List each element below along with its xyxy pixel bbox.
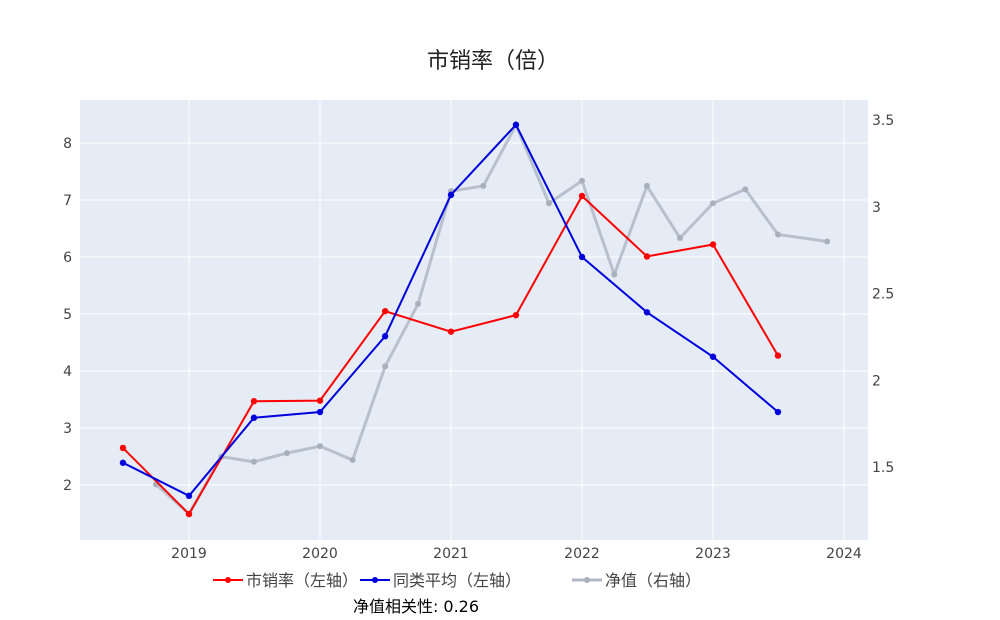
data-point <box>512 311 520 319</box>
y-right-tick-label: 3 <box>872 200 881 216</box>
data-point <box>578 192 586 200</box>
y-right-tick-label: 2 <box>872 373 881 389</box>
legend-marker <box>584 577 590 583</box>
data-point <box>710 200 716 207</box>
y-left-tick-label: 8 <box>63 136 72 152</box>
legend-label: 净值（右轴） <box>605 571 701 590</box>
data-point <box>185 510 193 518</box>
data-point <box>709 241 717 248</box>
data-point <box>382 363 389 370</box>
y-left-tick-label: 7 <box>63 193 72 209</box>
data-point <box>774 231 781 238</box>
data-point <box>119 459 127 466</box>
data-point <box>774 408 782 416</box>
data-point <box>512 121 520 128</box>
data-point <box>480 182 487 189</box>
data-point <box>643 253 651 260</box>
data-point <box>774 352 782 359</box>
legend: 市销率（左轴） 同类平均（左轴） 净值（右轴） <box>213 571 701 590</box>
data-point <box>579 177 585 184</box>
legend-marker <box>372 577 378 583</box>
data-point <box>578 253 586 261</box>
x-tick-label: 2020 <box>302 546 338 562</box>
x-tick-label: 2024 <box>826 546 862 562</box>
data-point <box>250 414 258 421</box>
y-left-tick-label: 4 <box>63 364 72 380</box>
data-point <box>381 307 389 315</box>
data-point <box>381 333 389 340</box>
legend-marker <box>225 577 231 583</box>
data-point <box>709 353 717 360</box>
data-point <box>316 408 324 416</box>
data-point <box>415 300 422 307</box>
y-right-tick-label: 1.5 <box>872 460 894 476</box>
data-point <box>250 458 257 465</box>
legend-label: 市销率（左轴） <box>246 571 358 590</box>
data-point <box>185 492 193 500</box>
data-point <box>250 398 258 405</box>
data-point <box>545 200 552 207</box>
data-point <box>643 309 651 316</box>
chart-title: 市销率（倍） <box>427 49 559 74</box>
y-left-tick-label: 5 <box>63 307 72 323</box>
plot-area <box>80 100 868 540</box>
data-point <box>316 397 324 404</box>
data-point <box>317 443 323 450</box>
data-point <box>643 182 650 189</box>
data-point <box>676 234 683 241</box>
data-point <box>349 457 356 464</box>
x-tick-label: 2022 <box>564 546 600 562</box>
x-tick-label: 2023 <box>695 546 731 562</box>
y-right-tick-label: 2.5 <box>872 287 894 303</box>
x-tick-label: 2021 <box>433 546 469 562</box>
data-point <box>824 238 831 245</box>
data-point <box>611 271 618 278</box>
data-point <box>283 450 290 457</box>
data-point <box>447 328 455 335</box>
x-tick-label: 2019 <box>171 546 207 562</box>
y-left-tick-label: 6 <box>63 250 72 266</box>
y-left-tick-label: 2 <box>63 478 72 494</box>
data-point <box>447 191 455 199</box>
correlation-annotation: 净值相关性: 0.26 <box>353 597 479 616</box>
data-point <box>742 186 749 193</box>
data-point <box>119 444 127 452</box>
legend-label: 同类平均（左轴） <box>393 571 521 590</box>
y-left-tick-label: 3 <box>63 421 72 437</box>
y-right-tick-label: 3.5 <box>872 113 894 129</box>
